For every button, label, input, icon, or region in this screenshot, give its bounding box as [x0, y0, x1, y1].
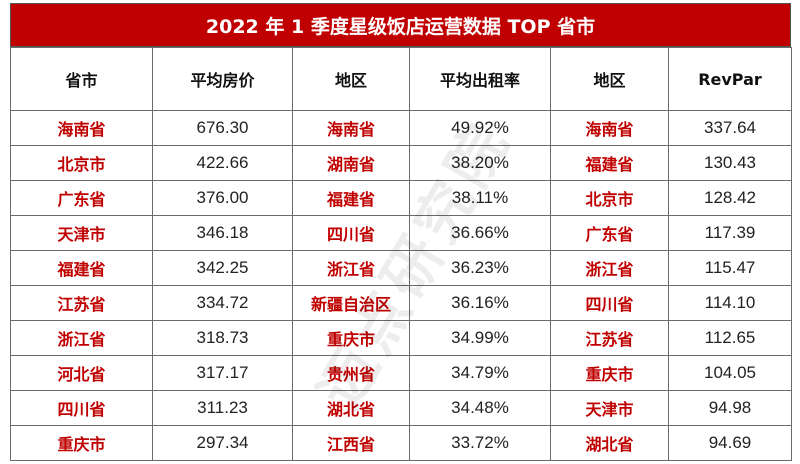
table-row: 河北省 317.17 贵州省 34.79% 重庆市 104.05 — [10, 355, 792, 391]
value-cell: 297.34 — [152, 425, 293, 461]
table-row: 四川省 311.23 湖北省 34.48% 天津市 94.98 — [10, 390, 792, 426]
value-cell: 94.98 — [668, 390, 792, 426]
table-row: 北京市 422.66 湖南省 38.20% 福建省 130.43 — [10, 145, 792, 181]
region-cell: 北京市 — [10, 145, 153, 181]
value-cell: 36.23% — [409, 250, 551, 286]
region-cell: 四川省 — [550, 285, 669, 321]
table-row: 广东省 376.00 福建省 38.11% 北京市 128.42 — [10, 180, 792, 216]
region-cell: 四川省 — [292, 215, 410, 251]
value-cell: 34.48% — [409, 390, 551, 426]
value-cell: 38.11% — [409, 180, 551, 216]
table-row: 海南省 676.30 海南省 49.92% 海南省 337.64 — [10, 110, 792, 146]
region-cell: 重庆市 — [550, 355, 669, 391]
region-cell: 江西省 — [292, 425, 410, 461]
value-cell: 112.65 — [668, 320, 792, 356]
value-cell: 34.99% — [409, 320, 551, 356]
header-revpar: RevPar — [668, 47, 792, 111]
value-cell: 114.10 — [668, 285, 792, 321]
value-cell: 33.72% — [409, 425, 551, 461]
header-avg-price: 平均房价 — [152, 47, 293, 111]
value-cell: 317.17 — [152, 355, 293, 391]
value-cell: 337.64 — [668, 110, 792, 146]
value-cell: 346.18 — [152, 215, 293, 251]
region-cell: 北京市 — [550, 180, 669, 216]
value-cell: 104.05 — [668, 355, 792, 391]
header-region: 地区 — [550, 47, 669, 111]
table-row: 天津市 346.18 四川省 36.66% 广东省 117.39 — [10, 215, 792, 251]
value-cell: 128.42 — [668, 180, 792, 216]
header-row: 省市 平均房价 地区 平均出租率 地区 RevPar — [10, 47, 792, 111]
value-cell: 130.43 — [668, 145, 792, 181]
data-table-container: 2022 年 1 季度星级饭店运营数据 TOP 省市 省市 平均房价 地区 平均出租率… — [10, 3, 792, 461]
value-cell: 422.66 — [152, 145, 293, 181]
region-cell: 江苏省 — [10, 285, 153, 321]
region-cell: 湖南省 — [292, 145, 410, 181]
region-cell: 海南省 — [10, 110, 153, 146]
region-cell: 浙江省 — [10, 320, 153, 356]
region-cell: 重庆市 — [292, 320, 410, 356]
region-cell: 广东省 — [550, 215, 669, 251]
region-cell: 天津市 — [10, 215, 153, 251]
value-cell: 334.72 — [152, 285, 293, 321]
region-cell: 四川省 — [10, 390, 153, 426]
table-row: 浙江省 318.73 重庆市 34.99% 江苏省 112.65 — [10, 320, 792, 356]
table-row: 福建省 342.25 浙江省 36.23% 浙江省 115.47 — [10, 250, 792, 286]
value-cell: 94.69 — [668, 425, 792, 461]
region-cell: 广东省 — [10, 180, 153, 216]
table-row: 重庆市 297.34 江西省 33.72% 湖北省 94.69 — [10, 425, 792, 461]
value-cell: 34.79% — [409, 355, 551, 391]
header-province: 省市 — [10, 47, 153, 111]
region-cell: 浙江省 — [550, 250, 669, 286]
region-cell: 湖北省 — [292, 390, 410, 426]
region-cell: 海南省 — [550, 110, 669, 146]
region-cell: 浙江省 — [292, 250, 410, 286]
region-cell: 重庆市 — [10, 425, 153, 461]
region-cell: 湖北省 — [550, 425, 669, 461]
region-cell: 天津市 — [550, 390, 669, 426]
table-title: 2022 年 1 季度星级饭店运营数据 TOP 省市 — [10, 3, 791, 47]
value-cell: 311.23 — [152, 390, 293, 426]
ranking-table: 省市 平均房价 地区 平均出租率 地区 RevPar 海南省 676.30 海南省 49.92%… — [10, 47, 792, 461]
header-region: 地区 — [292, 47, 410, 111]
value-cell: 376.00 — [152, 180, 293, 216]
value-cell: 38.20% — [409, 145, 551, 181]
region-cell: 贵州省 — [292, 355, 410, 391]
table-row: 江苏省 334.72 新疆自治区 36.16% 四川省 114.10 — [10, 285, 792, 321]
region-cell: 海南省 — [292, 110, 410, 146]
value-cell: 36.16% — [409, 285, 551, 321]
region-cell: 福建省 — [550, 145, 669, 181]
header-avg-occupancy: 平均出租率 — [409, 47, 551, 111]
region-cell: 新疆自治区 — [292, 285, 410, 321]
region-cell: 福建省 — [10, 250, 153, 286]
value-cell: 36.66% — [409, 215, 551, 251]
value-cell: 115.47 — [668, 250, 792, 286]
value-cell: 318.73 — [152, 320, 293, 356]
value-cell: 117.39 — [668, 215, 792, 251]
value-cell: 49.92% — [409, 110, 551, 146]
region-cell: 江苏省 — [550, 320, 669, 356]
region-cell: 河北省 — [10, 355, 153, 391]
value-cell: 342.25 — [152, 250, 293, 286]
region-cell: 福建省 — [292, 180, 410, 216]
value-cell: 676.30 — [152, 110, 293, 146]
